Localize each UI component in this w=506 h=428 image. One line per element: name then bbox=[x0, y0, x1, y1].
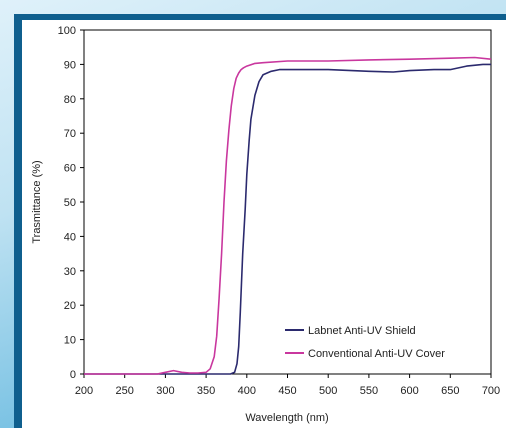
legend-label-conventional: Conventional Anti-UV Cover bbox=[308, 348, 445, 360]
y-tick-label: 10 bbox=[64, 335, 76, 347]
chart-panel bbox=[22, 20, 506, 428]
x-tick-label: 550 bbox=[360, 385, 378, 397]
y-tick-label: 80 bbox=[64, 94, 76, 106]
y-tick-label: 100 bbox=[58, 25, 76, 37]
x-tick-label: 400 bbox=[238, 385, 256, 397]
x-tick-label: 650 bbox=[441, 385, 459, 397]
x-tick-label: 200 bbox=[75, 385, 93, 397]
y-axis-ticks: 0 10 20 30 40 50 60 70 80 90 100 bbox=[58, 25, 84, 381]
x-axis-ticks: 200 250 300 350 400 450 500 550 600 650 700 bbox=[75, 374, 500, 397]
y-tick-label: 30 bbox=[64, 266, 76, 278]
y-tick-label: 90 bbox=[64, 59, 76, 71]
y-tick-label: 40 bbox=[64, 231, 76, 243]
series-lines bbox=[84, 56, 492, 375]
x-tick-label: 350 bbox=[197, 385, 215, 397]
x-tick-label: 450 bbox=[278, 385, 296, 397]
y-tick-label: 0 bbox=[70, 369, 76, 381]
x-axis-label: Wavelength (nm) bbox=[245, 412, 328, 424]
x-tick-label: 600 bbox=[400, 385, 418, 397]
series-line-conventional bbox=[84, 56, 492, 375]
y-tick-label: 20 bbox=[64, 300, 76, 312]
x-tick-label: 500 bbox=[319, 385, 337, 397]
x-tick-label: 700 bbox=[482, 385, 500, 397]
y-tick-label: 70 bbox=[64, 128, 76, 140]
x-tick-label: 300 bbox=[156, 385, 174, 397]
y-tick-label: 60 bbox=[64, 163, 76, 175]
series-line-labnet bbox=[84, 63, 491, 375]
y-axis-label: Trasmittance (%) bbox=[31, 160, 43, 243]
legend: Labnet Anti-UV Shield Conventional Anti-… bbox=[285, 325, 445, 360]
y-tick-label: 50 bbox=[64, 197, 76, 209]
legend-label-labnet: Labnet Anti-UV Shield bbox=[308, 325, 416, 337]
x-tick-label: 250 bbox=[116, 385, 134, 397]
plot-area bbox=[83, 29, 492, 375]
